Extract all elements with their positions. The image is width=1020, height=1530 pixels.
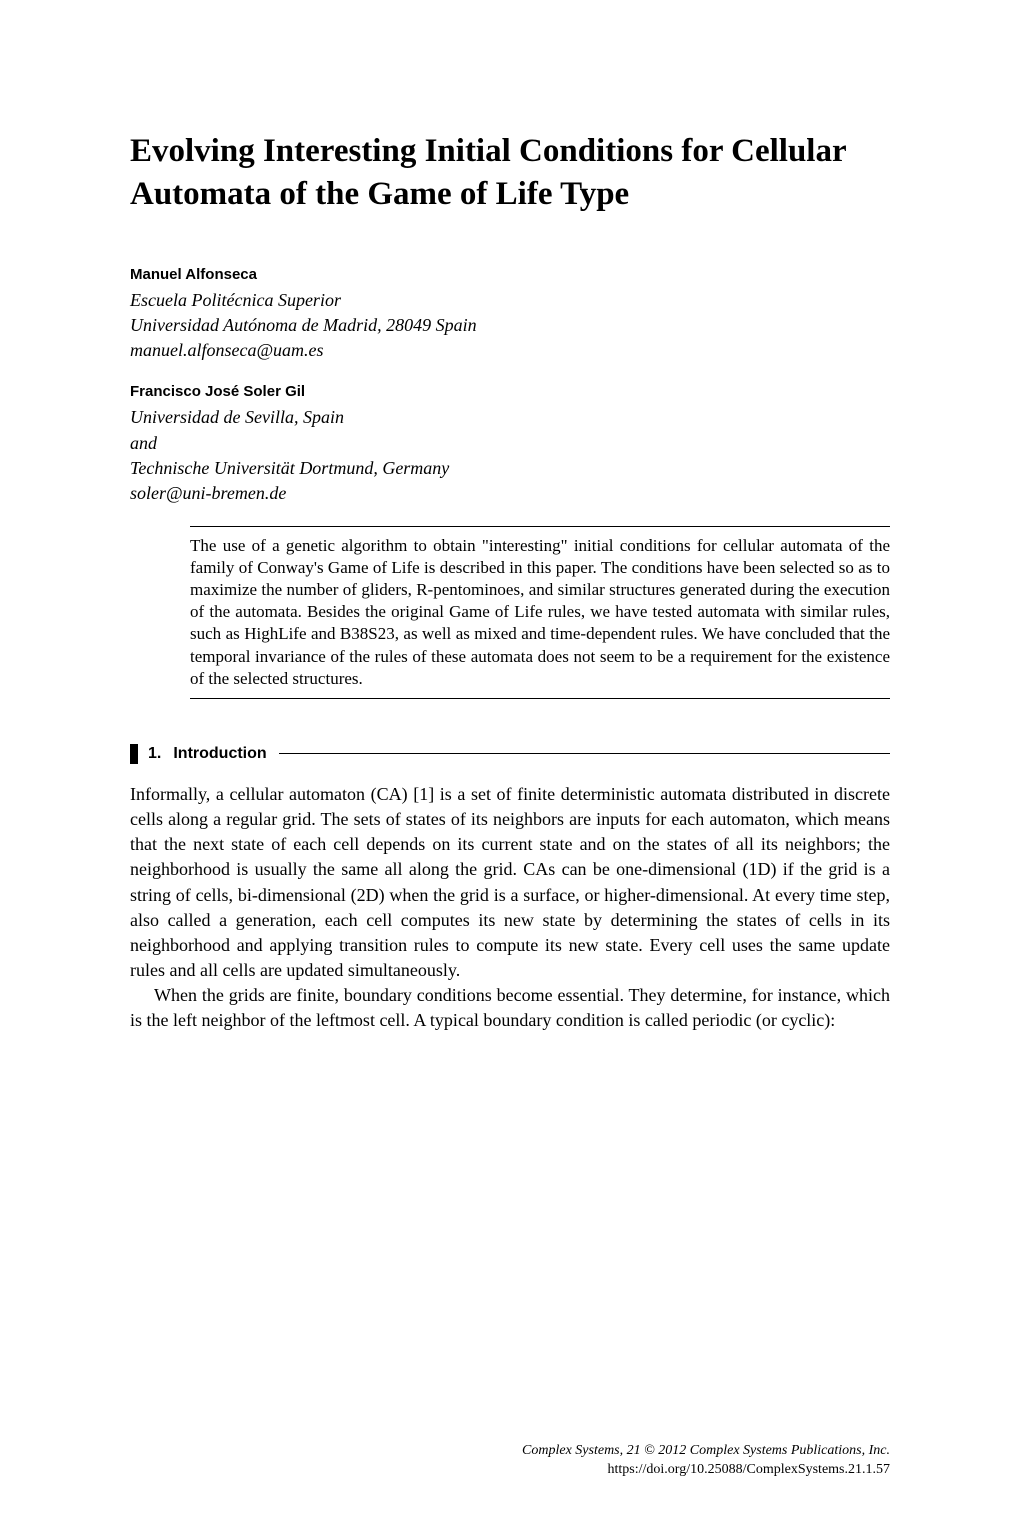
- section-rule: [279, 753, 890, 754]
- author-block-2: Francisco José Soler Gil Universidad de …: [130, 383, 890, 506]
- abstract-rule-bottom: [190, 698, 890, 699]
- abstract-container: The use of a genetic algorithm to obtain…: [190, 526, 890, 699]
- author-affiliation-2: Universidad de Sevilla, SpainandTechnisc…: [130, 405, 890, 506]
- section-header: 1. Introduction: [130, 744, 890, 764]
- body-paragraph-1: Informally, a cellular automaton (CA) [1…: [130, 782, 890, 984]
- section-title: Introduction: [173, 745, 266, 763]
- page-footer: Complex Systems, 21 © 2012 Complex Syste…: [522, 1441, 890, 1480]
- section-marker: [130, 744, 138, 764]
- footer-volume: 21: [627, 1443, 641, 1458]
- section-number: 1.: [148, 745, 161, 763]
- author-affiliation-1: Escuela Politécnica SuperiorUniversidad …: [130, 288, 890, 364]
- body-paragraph-2: When the grids are finite, boundary cond…: [130, 983, 890, 1033]
- footer-copyright: © 2012 Complex Systems Publications, Inc…: [644, 1443, 890, 1458]
- footer-journal: Complex Systems,: [522, 1443, 623, 1458]
- footer-doi: https://doi.org/10.25088/ComplexSystems.…: [522, 1460, 890, 1480]
- footer-line-1: Complex Systems, 21 © 2012 Complex Syste…: [522, 1441, 890, 1461]
- author-block-1: Manuel Alfonseca Escuela Politécnica Sup…: [130, 266, 890, 364]
- abstract-text: The use of a genetic algorithm to obtain…: [190, 527, 890, 698]
- paper-title: Evolving Interesting Initial Conditions …: [130, 130, 890, 216]
- author-name-1: Manuel Alfonseca: [130, 266, 890, 283]
- author-name-2: Francisco José Soler Gil: [130, 383, 890, 400]
